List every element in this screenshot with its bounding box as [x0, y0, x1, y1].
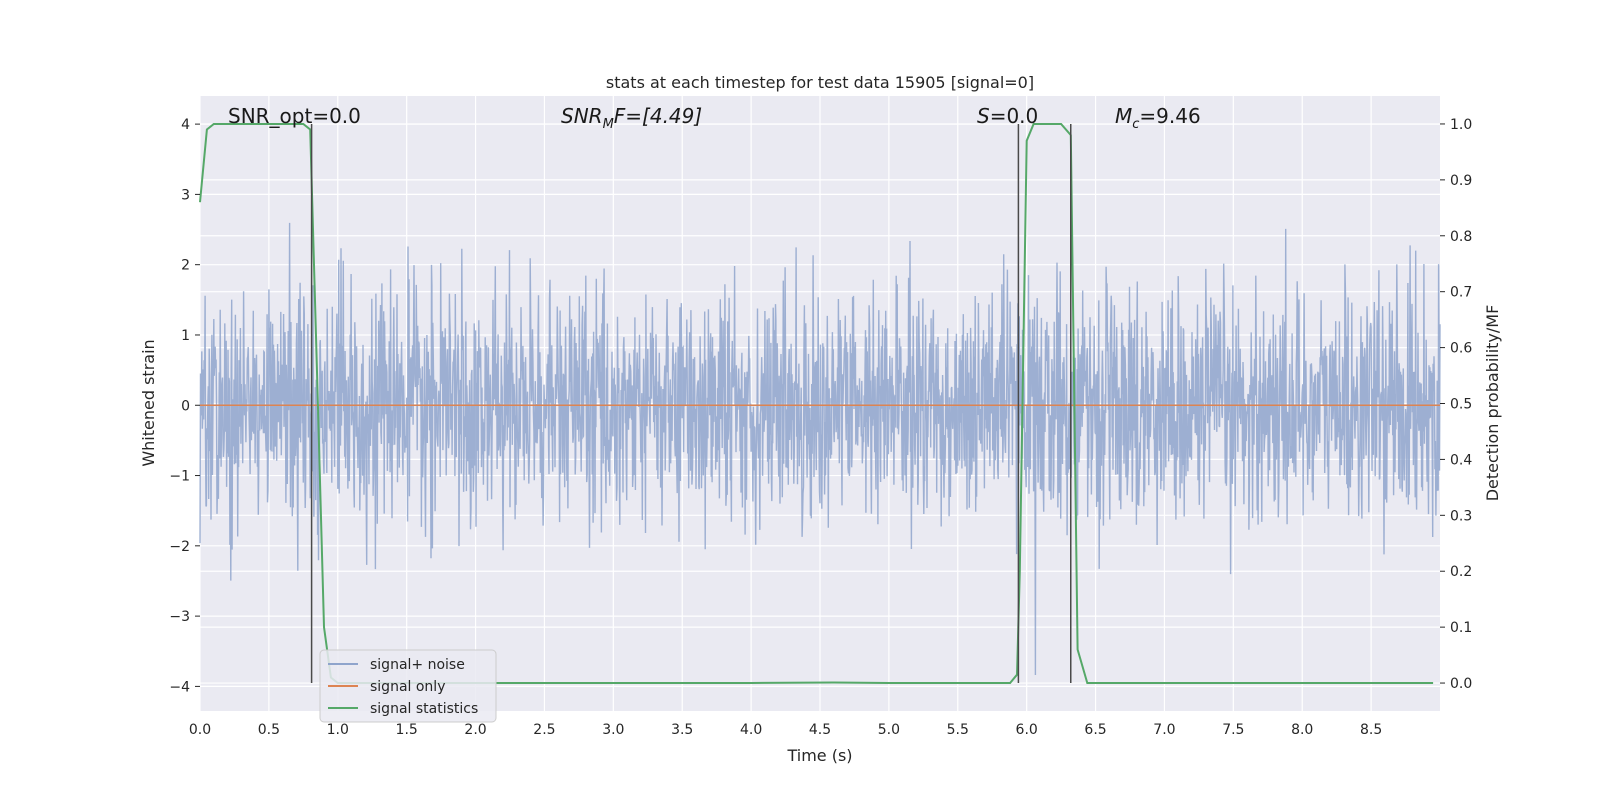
x-tick-label: 4.5 — [809, 722, 831, 738]
y-tick-label: 0 — [181, 398, 190, 414]
y2-tick-label: 0.9 — [1450, 173, 1472, 189]
x-tick-label: 8.0 — [1291, 722, 1313, 738]
mc-rest: =9.46 — [1139, 104, 1200, 128]
x-tick-label: 0.0 — [189, 722, 211, 738]
y2-tick-label: 0.6 — [1450, 341, 1472, 357]
y-tick-label: −2 — [169, 539, 190, 555]
legend-label-signal-only: signal only — [370, 679, 445, 695]
x-tick-label: 2.0 — [464, 722, 486, 738]
snr-mf-base: SNR — [561, 104, 603, 128]
legend-box — [319, 649, 497, 723]
mc-sub: c — [1132, 117, 1139, 132]
snr-mf-rest: F=[4.49] — [614, 104, 702, 128]
x-tick-label: 6.5 — [1084, 722, 1106, 738]
y2-tick-label: 0.1 — [1450, 620, 1472, 636]
y2-tick-label: 0.7 — [1450, 285, 1472, 301]
x-tick-label: 8.5 — [1360, 722, 1382, 738]
y2-axis-label: Detection probability/MF — [1483, 305, 1502, 502]
y2-tick-label: 0.2 — [1450, 564, 1472, 580]
x-tick-label: 0.5 — [258, 722, 280, 738]
y2-tick-label: 0.0 — [1450, 676, 1472, 692]
x-axis-ticks: 0.0 0.5 1.0 1.5 2.0 2.5 3.0 3.5 4.0 4.5 5.0 5.5 6.0 6… — [189, 722, 1382, 738]
y-axis-ticks: 4 3 2 1 0 −1 −2 −3 −4 — [169, 117, 200, 695]
y-tick-label: −4 — [169, 679, 190, 695]
y2-tick-label: 0.3 — [1450, 508, 1472, 524]
s-stat-rest: =0.0 — [990, 104, 1039, 128]
x-tick-label: 1.0 — [327, 722, 349, 738]
signal-statistics-line — [199, 123, 1434, 684]
y2-axis-ticks: 1.0 0.9 0.8 0.7 0.6 0.5 0.4 0.3 0.2 0.1 0.0 — [1440, 117, 1472, 692]
s-stat-annotation: S=0.0 — [977, 104, 1038, 128]
y-tick-label: 3 — [181, 187, 190, 203]
x-tick-label: 3.0 — [602, 722, 624, 738]
x-axis-label: Time (s) — [786, 746, 852, 765]
chart-title: stats at each timestep for test data 159… — [606, 73, 1034, 92]
x-tick-label: 6.0 — [1016, 722, 1038, 738]
snr-mf-annotation: SNRMF=[4.49] — [561, 104, 702, 132]
y-tick-label: 2 — [181, 258, 190, 274]
y-tick-label: 1 — [181, 328, 190, 344]
mc-annotation: Mc=9.46 — [1115, 104, 1201, 132]
x-tick-label: 7.5 — [1222, 722, 1244, 738]
y2-tick-label: 1.0 — [1450, 117, 1472, 133]
legend-label-signal-noise: signal+ noise — [370, 657, 465, 673]
x-tick-label: 2.5 — [533, 722, 555, 738]
x-tick-label: 3.5 — [671, 722, 693, 738]
s-stat-italic: S — [977, 104, 990, 128]
x-tick-label: 5.0 — [878, 722, 900, 738]
y2-tick-label: 0.8 — [1450, 229, 1472, 245]
legend-label-signal-statistics: signal statistics — [370, 701, 478, 717]
x-tick-label: 4.0 — [740, 722, 762, 738]
y-tick-label: −1 — [169, 469, 190, 485]
signal-noise-line — [199, 222, 1441, 676]
signal-statistics-series — [199, 123, 1434, 684]
mc-base: M — [1115, 104, 1132, 128]
x-tick-label: 7.0 — [1153, 722, 1175, 738]
legend: signal+ noise signal only signal statist… — [319, 649, 497, 723]
y-tick-label: 4 — [181, 117, 190, 133]
y2-tick-label: 0.5 — [1450, 397, 1472, 413]
x-tick-label: 1.5 — [396, 722, 418, 738]
y-axis-label: Whitened strain — [139, 339, 158, 466]
snr-mf-sub: M — [603, 117, 614, 132]
y-tick-label: −3 — [169, 609, 190, 625]
signal-noise-series — [199, 222, 1441, 676]
marker-lines — [310, 123, 1072, 684]
x-tick-label: 5.5 — [947, 722, 969, 738]
snr-opt-annotation: SNR_opt=0.0 — [228, 104, 361, 128]
y2-tick-label: 0.4 — [1450, 452, 1472, 468]
